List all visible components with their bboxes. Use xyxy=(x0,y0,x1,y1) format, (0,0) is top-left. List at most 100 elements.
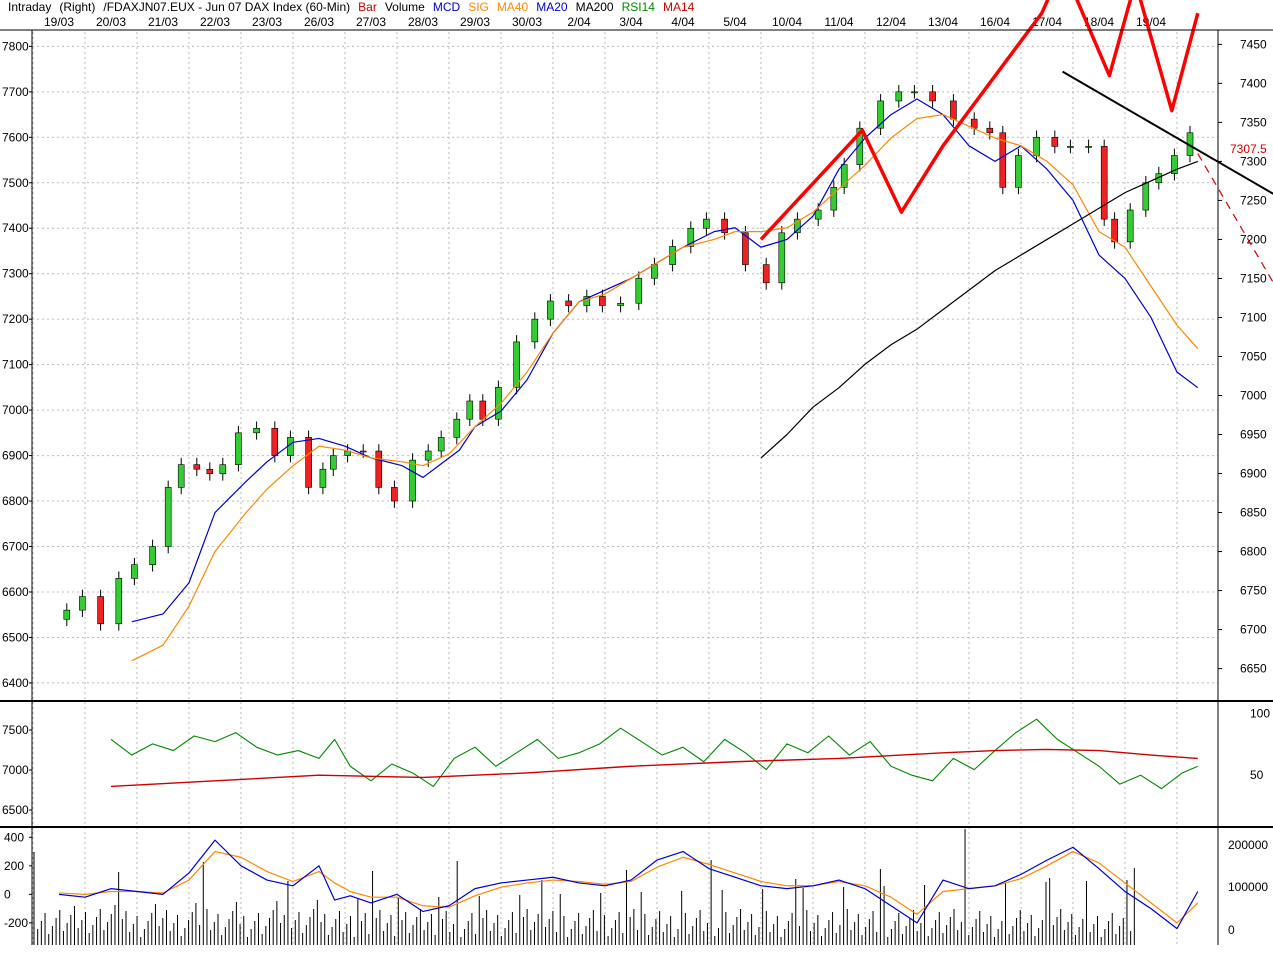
candle-up xyxy=(651,264,658,279)
last-price-label: 7307.5 xyxy=(1230,142,1267,156)
candle-up xyxy=(164,487,172,547)
header-item: MCD xyxy=(433,0,461,14)
macd-line xyxy=(58,839,1199,930)
right-tick-label: 7100 xyxy=(1240,310,1267,324)
candle-up xyxy=(1171,155,1178,174)
header-item: MA14 xyxy=(663,0,695,14)
date-tick-label: 27/03 xyxy=(356,15,386,29)
date-tick-label: 10/04 xyxy=(772,15,802,29)
left-tick-label: 7100 xyxy=(2,358,29,372)
date-tick-label: 29/03 xyxy=(460,15,490,29)
candle-up xyxy=(687,227,695,247)
date-tick-label: 19/03 xyxy=(44,15,74,29)
projection-line xyxy=(1197,153,1273,284)
rsi-ma14-line xyxy=(110,748,1198,788)
candle-down xyxy=(599,296,606,306)
right-tick-label: 7250 xyxy=(1240,193,1267,207)
candle-up xyxy=(409,459,416,502)
candle-down xyxy=(970,118,978,129)
left-tick-label: 6700 xyxy=(2,540,29,554)
date-tick-label: 12/04 xyxy=(876,15,906,29)
left-tick-label: 7000 xyxy=(2,403,29,417)
right-tick-label: 7300 xyxy=(1240,154,1267,168)
candle-down xyxy=(479,400,487,420)
date-tick-label: 19/04 xyxy=(1136,15,1166,29)
right-tick-label: 6900 xyxy=(1240,467,1267,481)
candle-up xyxy=(703,218,710,229)
candle-down xyxy=(271,427,279,456)
header-item: SIG xyxy=(468,0,489,14)
candle-up xyxy=(1085,146,1092,148)
left-tick-label: 7800 xyxy=(2,39,29,53)
left-tick-label: 6900 xyxy=(2,449,29,463)
rsi14-line xyxy=(110,718,1199,790)
date-tick-label: 30/03 xyxy=(512,15,542,29)
date-tick-label: 11/04 xyxy=(824,15,853,29)
header-item: MA20 xyxy=(536,0,568,14)
header-item: /FDAXJN07.EUX - Jun 07 DAX Index (60-Min… xyxy=(103,0,350,14)
rsi-left-tick-label: 7000 xyxy=(2,763,29,777)
candle-up xyxy=(79,596,86,611)
pattern-zigzag xyxy=(759,0,1200,241)
candle-down xyxy=(1100,146,1108,220)
right-tick-label: 6950 xyxy=(1240,428,1267,442)
indicator-ma200 xyxy=(760,160,1199,459)
candle-up xyxy=(856,127,864,165)
date-tick-label: 18/04 xyxy=(1084,15,1114,29)
candle-up xyxy=(329,455,337,470)
macd-left-tick-label: 400 xyxy=(4,830,24,844)
candle-down xyxy=(305,437,312,488)
header-item: MA40 xyxy=(497,0,529,14)
date-tick-label: 3/04 xyxy=(619,15,643,29)
left-tick-label: 7200 xyxy=(2,312,29,326)
volume-tick-label: 100000 xyxy=(1228,880,1268,894)
rsi-right-tick-label: 100 xyxy=(1250,707,1270,721)
candle-up xyxy=(877,100,884,129)
candle-down xyxy=(206,468,214,475)
candle-down xyxy=(950,100,957,120)
candle-up xyxy=(778,232,786,284)
date-tick-label: 5/04 xyxy=(723,15,747,29)
date-tick-label: 16/04 xyxy=(980,15,1010,29)
candle-up xyxy=(669,246,676,265)
right-tick-label: 6700 xyxy=(1240,623,1267,637)
candle-down xyxy=(999,132,1007,188)
candle-up xyxy=(1126,209,1134,243)
candle-up xyxy=(115,578,123,625)
candle-up xyxy=(177,464,185,488)
candle-down xyxy=(929,91,936,102)
candle-down xyxy=(1111,218,1118,243)
header-item: Intraday xyxy=(8,0,51,14)
date-tick-label: 26/03 xyxy=(304,15,334,29)
candle-down xyxy=(762,264,770,284)
macd-left-tick-label: 200 xyxy=(4,859,24,873)
right-tick-label: 7200 xyxy=(1240,232,1267,246)
candle-up xyxy=(1067,146,1074,148)
right-tick-label: 7350 xyxy=(1240,115,1267,129)
right-tick-label: 7050 xyxy=(1240,349,1267,363)
candle-down xyxy=(986,127,994,134)
candle-up xyxy=(830,187,838,211)
header-item: RSI14 xyxy=(622,0,656,14)
price-panel: 7307.5 xyxy=(63,0,1273,662)
candle-up xyxy=(253,427,260,434)
candle-down xyxy=(97,596,104,625)
candle-down xyxy=(721,218,728,234)
rsi-panel: 6500 7000 7500 50 100 xyxy=(2,707,1270,817)
left-tick-label: 6400 xyxy=(2,676,29,690)
candle-up xyxy=(359,450,367,453)
left-tick-label: 7600 xyxy=(2,130,29,144)
volume-tick-label: 200000 xyxy=(1228,838,1268,852)
candle-up xyxy=(424,450,432,461)
date-axis: 19/03 20/03 21/03 22/03 23/03 26/03 27/03 28/03… xyxy=(44,15,1166,29)
header-item: MA200 xyxy=(576,0,614,14)
candle-up xyxy=(131,564,138,579)
right-tick-label: 6800 xyxy=(1240,545,1267,559)
price-gridlines: 6400 6500 6600 6700 6800 6900 7000 7100 7200 7300… xyxy=(2,32,1267,945)
right-tick-label: 7000 xyxy=(1240,388,1267,402)
right-tick-label: 6750 xyxy=(1240,584,1267,598)
candle-down xyxy=(193,464,201,470)
right-tick-label: 6850 xyxy=(1240,506,1267,520)
date-tick-label: 2/04 xyxy=(567,15,591,29)
